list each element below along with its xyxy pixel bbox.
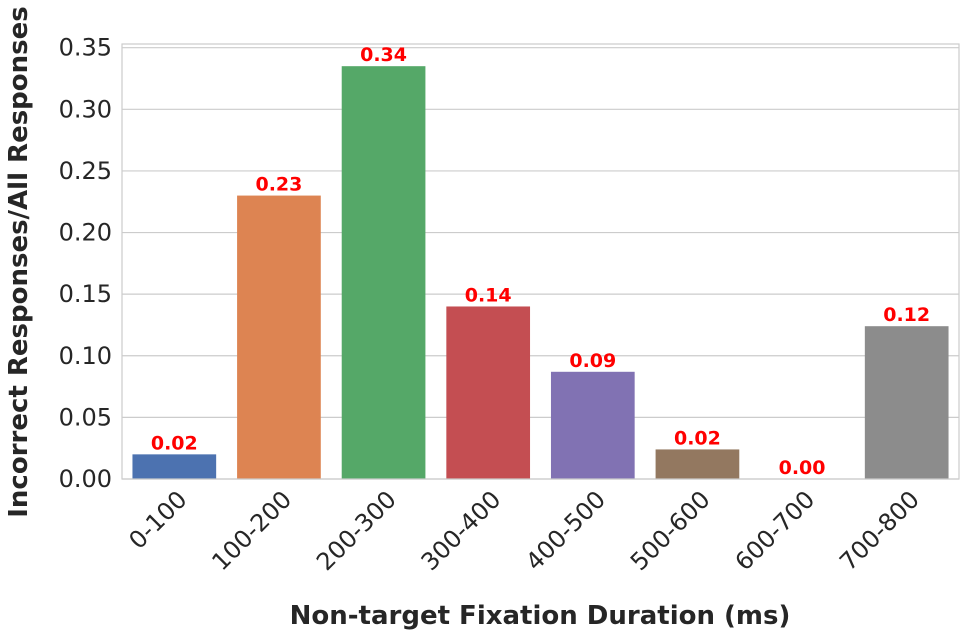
plot-frame xyxy=(121,43,960,480)
y-tick-label: 0.20 xyxy=(59,219,112,247)
y-axis-title: Incorrect Responses/All Responses xyxy=(4,6,34,518)
x-tick-label: 200-300 xyxy=(311,485,402,576)
y-tick-label: 0.25 xyxy=(59,157,112,185)
data-label-200-300: 0.34 xyxy=(360,44,407,66)
data-label-600-700: 0.00 xyxy=(779,457,826,479)
x-axis-title: Non-target Fixation Duration (ms) xyxy=(290,601,791,631)
data-label-300-400: 0.14 xyxy=(465,284,512,306)
data-label-100-200: 0.23 xyxy=(255,174,302,196)
y-tick-label: 0.35 xyxy=(59,34,112,62)
data-label-700-800: 0.12 xyxy=(883,304,930,326)
bars xyxy=(132,66,949,479)
x-tick-label: 300-400 xyxy=(416,485,507,576)
y-tick-label: 0.00 xyxy=(59,465,112,493)
bar-0-100 xyxy=(132,454,217,479)
bar-200-300 xyxy=(341,66,426,479)
y-tick-label: 0.30 xyxy=(59,95,112,123)
bar-500-600 xyxy=(655,449,740,479)
data-label-0-100: 0.02 xyxy=(151,432,198,454)
x-tick-labels: 0-100 100-200 200-300 300-400 400-500 500-600… xyxy=(123,485,924,576)
y-tick-label: 0.05 xyxy=(59,403,112,431)
bar-700-800 xyxy=(864,326,949,479)
bar-300-400 xyxy=(446,306,531,479)
bar-100-200 xyxy=(237,195,321,479)
x-tick-label: 500-600 xyxy=(625,485,716,576)
y-tick-labels: 0.00 0.05 0.10 0.15 0.20 0.25 0.30 0.35 xyxy=(59,34,112,493)
x-tick-label: 600-700 xyxy=(730,485,821,576)
x-tick-label: 400-500 xyxy=(520,485,611,576)
x-tick-label: 100-200 xyxy=(206,485,297,576)
x-tick-label: 700-800 xyxy=(834,485,925,576)
y-tick-label: 0.10 xyxy=(59,342,112,370)
data-labels: 0.02 0.23 0.34 0.14 0.09 0.02 0.00 0.12 xyxy=(151,44,930,479)
bar-400-500 xyxy=(550,371,635,479)
y-tick-label: 0.15 xyxy=(59,280,112,308)
data-label-500-600: 0.02 xyxy=(674,427,721,449)
x-tick-label: 0-100 xyxy=(123,485,192,554)
data-label-400-500: 0.09 xyxy=(569,350,616,372)
